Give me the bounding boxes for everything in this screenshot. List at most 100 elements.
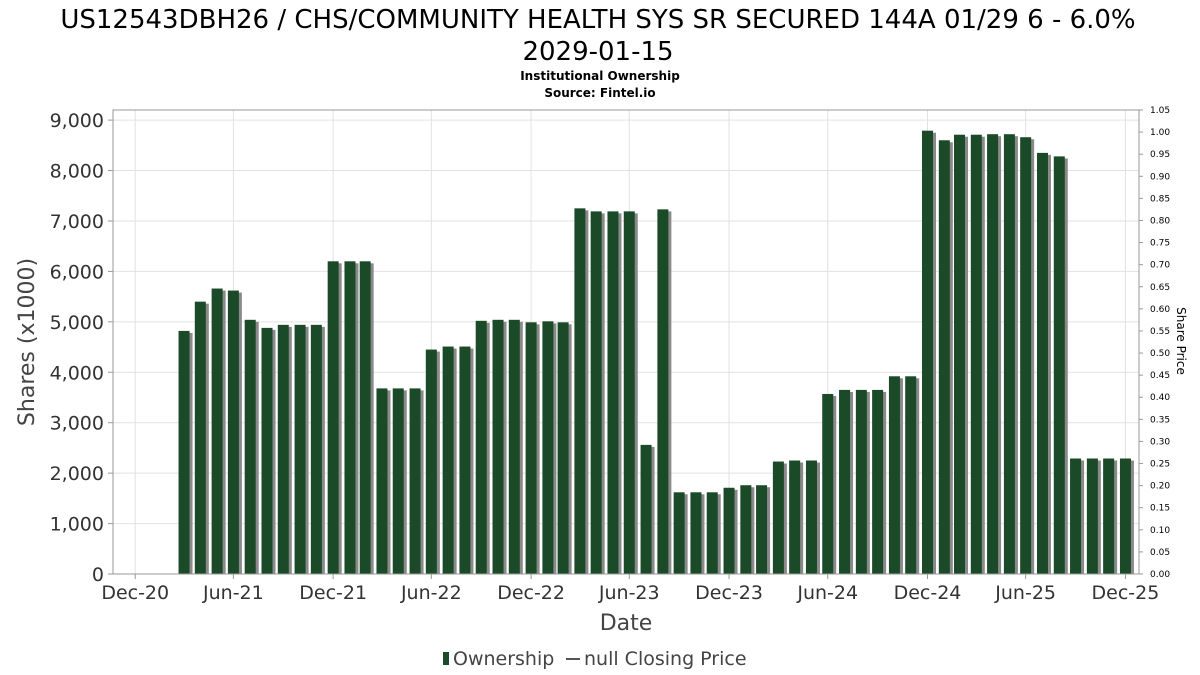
ownership-bar — [475, 320, 487, 574]
y2-tick-label: 0.20 — [1150, 482, 1170, 492]
y2-tick-label: 0.80 — [1150, 216, 1170, 226]
ownership-bar — [294, 324, 306, 574]
y-axis-ticks: 0 1,000 2,000 3,000 4,000 5,000 6,000 7,000 8,00… — [50, 110, 113, 586]
y2-tick-label: 1.00 — [1150, 128, 1170, 138]
x-tick-label: Jun-23 — [598, 582, 660, 604]
ownership-bar — [673, 492, 685, 574]
y2-tick-label: 0.10 — [1150, 526, 1170, 536]
ownership-bar — [344, 261, 356, 574]
y-tick-label: 9,000 — [50, 110, 104, 132]
ownership-bar — [508, 319, 520, 574]
ownership-bar — [756, 485, 768, 574]
ownership-bar — [723, 487, 735, 574]
legend-closing-price-label: null Closing Price — [584, 648, 747, 670]
ownership-bar — [557, 322, 569, 574]
y2-tick-label: 0.40 — [1150, 393, 1170, 403]
ownership-bar — [938, 140, 950, 574]
ownership-bar — [954, 134, 966, 574]
ownership-bar — [590, 211, 602, 575]
x-tick-label: Dec-23 — [695, 582, 763, 604]
ownership-bar — [542, 321, 554, 574]
ownership-bar — [872, 389, 884, 574]
y2-tick-label: 0.35 — [1150, 415, 1170, 425]
legend-ownership-label: Ownership — [453, 648, 554, 670]
y-tick-label: 3,000 — [50, 413, 104, 435]
chart-title-line-2: 2029-01-15 — [522, 37, 673, 67]
ownership-bar — [855, 389, 867, 574]
y2-tick-label: 0.50 — [1150, 349, 1170, 359]
ownership-bar — [1086, 458, 1098, 574]
x-axis-ticks: Dec-20 Jun-21 Dec-21 Jun-22 Dec-22 Jun-23 Dec-… — [101, 574, 1159, 604]
chart-source: Source: Fintel.io — [544, 86, 655, 100]
ownership-bar — [492, 319, 504, 574]
y2-tick-label: 0.25 — [1150, 460, 1170, 470]
ownership-bar — [227, 290, 239, 574]
y2-tick-label: 0.90 — [1150, 172, 1170, 182]
x-tick-label: Jun-24 — [796, 582, 858, 604]
y-tick-label: 7,000 — [50, 211, 104, 233]
x-tick-label: Dec-21 — [299, 582, 367, 604]
ownership-bar — [905, 376, 917, 574]
y-tick-label: 0 — [92, 564, 104, 586]
y2-axis-label: Share Price — [1174, 307, 1188, 375]
y2-tick-label: 0.75 — [1150, 239, 1170, 249]
y2-tick-label: 0.30 — [1150, 437, 1170, 447]
y2-tick-label: 0.55 — [1150, 327, 1170, 337]
y-tick-label: 4,000 — [50, 362, 104, 384]
ownership-bar — [690, 492, 702, 574]
ownership-bar — [805, 460, 817, 574]
ownership-bar — [194, 301, 206, 574]
y2-tick-label: 0.95 — [1150, 150, 1170, 160]
ownership-bar — [1020, 137, 1032, 574]
ownership-bar — [740, 485, 752, 574]
x-tick-label: Jun-22 — [400, 582, 462, 604]
x-tick-label: Dec-24 — [894, 582, 962, 604]
ownership-bar — [244, 319, 256, 574]
ownership-bar — [640, 444, 652, 574]
x-tick-label: Jun-25 — [994, 582, 1056, 604]
y2-tick-label: 0.65 — [1150, 283, 1170, 293]
ownership-bar — [987, 134, 999, 575]
legend: Ownership null Closing Price — [443, 648, 747, 670]
ownership-bar — [657, 209, 669, 575]
ownership-bar — [922, 130, 934, 574]
ownership-bar — [1053, 156, 1065, 574]
ownership-bar — [359, 261, 371, 574]
ownership-bar — [574, 208, 586, 574]
ownership-bar — [392, 388, 404, 574]
y2-tick-label: 0.15 — [1150, 504, 1170, 514]
y-tick-label: 2,000 — [50, 463, 104, 485]
y-tick-label: 5,000 — [50, 312, 104, 334]
y2-tick-label: 0.70 — [1150, 261, 1170, 271]
ownership-bar — [459, 346, 471, 574]
ownership-bar — [1070, 458, 1082, 574]
x-tick-label: Dec-25 — [1092, 582, 1160, 604]
ownership-bar — [1036, 152, 1048, 574]
chart-subtitle: Institutional Ownership — [520, 69, 680, 83]
ownership-bar — [261, 327, 273, 574]
ownership-bar — [970, 134, 982, 574]
ownership-bar — [310, 324, 322, 574]
ownership-bar — [525, 322, 537, 574]
y2-tick-label: 0.60 — [1150, 305, 1170, 315]
ownership-bar — [822, 393, 834, 574]
ownership-bar — [1119, 458, 1131, 574]
ownership-bar — [706, 492, 718, 574]
y2-axis-ticks: 0.00 0.05 0.10 0.15 0.20 0.25 0.30 0.35 0.40 0.45… — [1139, 106, 1170, 580]
ownership-bar — [839, 389, 851, 574]
y2-tick-label: 0.05 — [1150, 548, 1170, 558]
ownership-bar — [376, 388, 388, 574]
ownership-bar — [409, 388, 421, 574]
y-axis-label: Shares (x1000) — [15, 258, 40, 426]
ownership-bar — [277, 324, 289, 574]
ownership-bar — [607, 211, 619, 575]
x-tick-label: Jun-21 — [202, 582, 264, 604]
legend-ownership-swatch — [443, 652, 449, 665]
plot-area-border — [112, 109, 1140, 575]
x-tick-label: Dec-22 — [497, 582, 565, 604]
y2-tick-label: 0.00 — [1150, 570, 1170, 580]
ownership-bar — [1103, 458, 1115, 574]
ownership-bar — [211, 288, 223, 574]
y2-tick-label: 0.85 — [1150, 194, 1170, 204]
